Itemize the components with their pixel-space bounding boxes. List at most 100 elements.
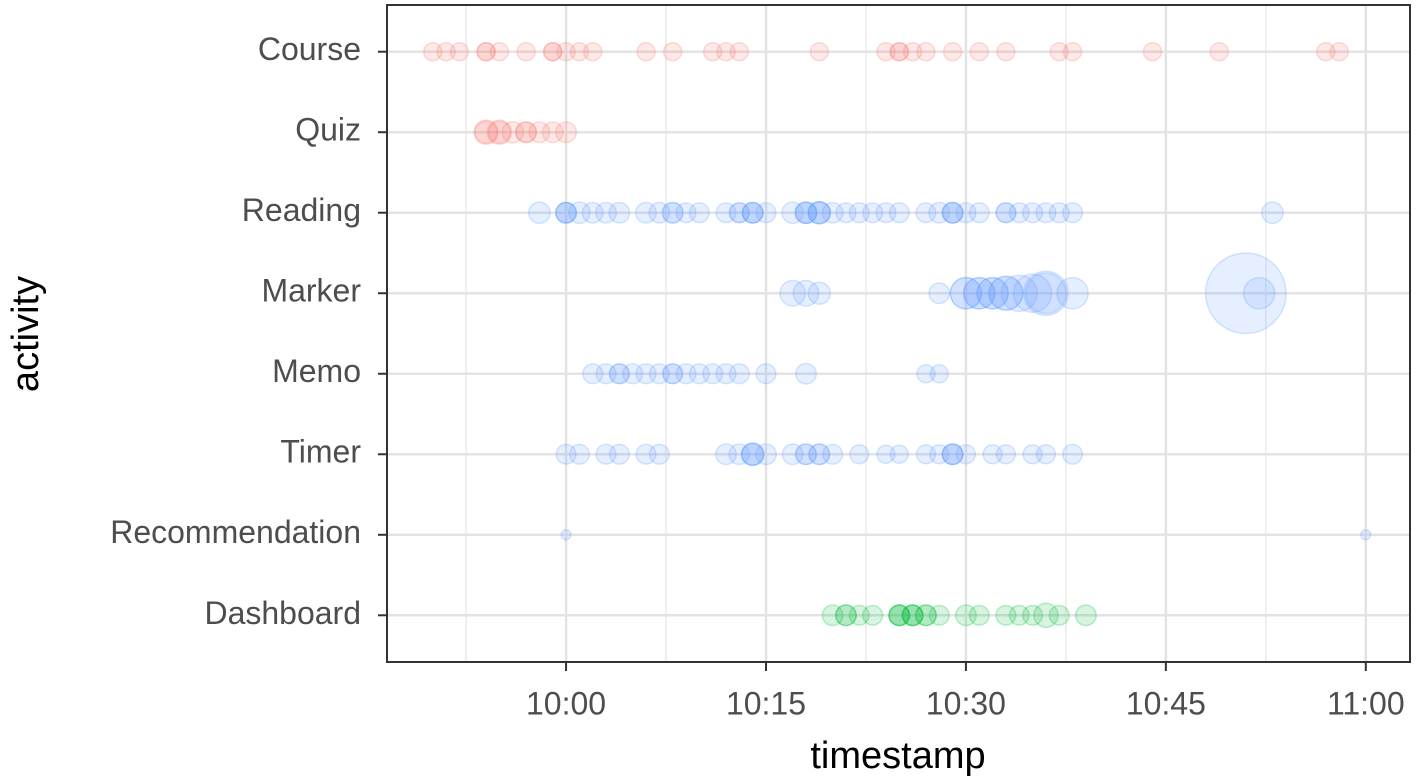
bubble xyxy=(1316,41,1336,62)
bubble xyxy=(1074,604,1097,627)
bubble xyxy=(834,604,857,627)
bubble xyxy=(835,202,857,224)
bubble xyxy=(876,444,896,465)
y-axis-title: activity xyxy=(5,276,47,392)
bubble xyxy=(1008,202,1030,224)
bubble xyxy=(476,41,496,62)
y-tick-label: Recommendation xyxy=(110,514,361,550)
x-axis-title: timestamp xyxy=(810,735,985,777)
bubble xyxy=(968,202,990,224)
bubble xyxy=(1021,202,1044,224)
bubble xyxy=(635,201,658,224)
bubble xyxy=(794,201,818,225)
bubble xyxy=(807,281,832,306)
bubble xyxy=(515,121,538,144)
bubble xyxy=(595,201,618,224)
bubble xyxy=(821,201,844,224)
bubble xyxy=(541,121,564,144)
bubble xyxy=(476,41,496,62)
bubble xyxy=(928,201,951,224)
bubble xyxy=(569,41,590,62)
grid xyxy=(387,5,1410,662)
bubble xyxy=(781,201,805,225)
bubble xyxy=(567,201,591,225)
bubble xyxy=(661,201,684,224)
bubble xyxy=(1008,604,1030,626)
bubble xyxy=(807,200,832,225)
bubble xyxy=(487,120,512,144)
bubble xyxy=(792,279,820,307)
bubble xyxy=(1061,443,1084,465)
bubble xyxy=(542,41,563,62)
bubble xyxy=(914,604,937,627)
bubble xyxy=(1000,274,1038,312)
bubble xyxy=(741,201,764,224)
bubble xyxy=(715,202,737,224)
bubble xyxy=(996,41,1016,62)
bubble xyxy=(995,444,1017,465)
bubble xyxy=(976,276,1009,310)
bubble xyxy=(542,41,563,62)
bubble xyxy=(794,362,817,385)
bubble xyxy=(808,443,831,466)
bubble xyxy=(608,443,630,465)
bubble xyxy=(581,201,604,224)
bubble xyxy=(716,41,736,62)
bubble xyxy=(1033,602,1059,629)
bubble xyxy=(962,276,996,310)
bubble xyxy=(661,201,684,224)
bubble xyxy=(1048,202,1070,224)
bubble xyxy=(976,276,1009,310)
plot-border xyxy=(386,4,1411,663)
bubble xyxy=(928,282,951,305)
y-tick-label: Marker xyxy=(261,273,361,309)
bubble xyxy=(568,443,590,465)
bubble xyxy=(555,443,577,465)
bubble xyxy=(556,41,576,62)
bubble xyxy=(916,41,936,62)
bubble xyxy=(809,41,830,62)
bubble xyxy=(688,363,710,385)
bubble xyxy=(914,604,937,627)
bubble xyxy=(1242,276,1276,310)
bubble xyxy=(501,120,525,144)
bubble xyxy=(436,41,456,62)
bubble xyxy=(779,279,807,307)
bubble xyxy=(848,604,870,626)
bubble xyxy=(915,202,937,224)
bubble xyxy=(781,443,804,466)
bubble xyxy=(1035,444,1057,465)
bubble xyxy=(941,443,964,466)
x-tick-label: 10:45 xyxy=(1126,685,1206,721)
bubble xyxy=(995,604,1017,626)
bubble xyxy=(942,41,963,62)
bubble xyxy=(888,604,911,627)
bubble xyxy=(608,363,630,385)
x-tick-label: 10:30 xyxy=(926,685,1006,721)
bubble xyxy=(662,363,684,385)
bubble xyxy=(916,364,936,384)
bubble xyxy=(849,444,870,465)
bubble xyxy=(555,201,578,224)
bubble xyxy=(995,202,1017,224)
bubble xyxy=(962,276,996,310)
bubble xyxy=(995,202,1017,224)
bubble xyxy=(489,41,510,62)
bubble xyxy=(474,120,498,144)
bubble xyxy=(715,363,737,385)
bubble xyxy=(1048,604,1070,626)
bubble xyxy=(929,364,950,384)
bubble xyxy=(1035,202,1057,224)
bubble xyxy=(955,444,977,465)
bubble xyxy=(635,443,657,465)
bubble xyxy=(1021,604,1044,626)
bubble xyxy=(1012,273,1053,314)
bubble xyxy=(1204,252,1287,335)
bubble xyxy=(473,119,499,146)
bubble xyxy=(876,41,896,62)
bubble xyxy=(848,202,870,224)
bubble xyxy=(889,444,910,465)
bubble xyxy=(1142,41,1163,62)
